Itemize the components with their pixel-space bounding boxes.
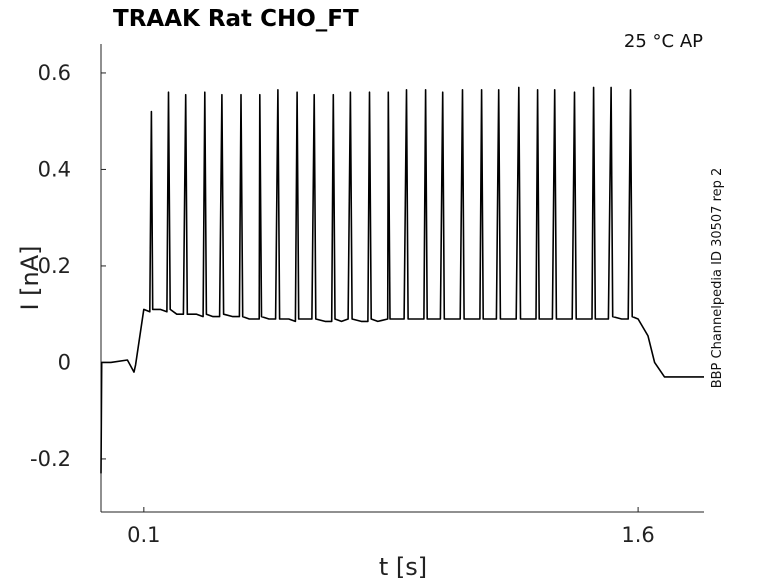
y-tick-label: 0.2	[38, 254, 71, 278]
tick-group: -0.2 0 0.2 0.4 0.6 0.1 1.6	[30, 61, 655, 547]
side-label: BBP Channelpedia ID 30507 rep 2	[710, 168, 725, 389]
current-trace	[100, 86, 704, 474]
trace-group	[100, 86, 704, 474]
y-axis-label: I [nA]	[16, 245, 44, 310]
y-tick-label: -0.2	[30, 447, 71, 471]
y-tick-label: 0.6	[38, 61, 71, 85]
axes	[100, 44, 704, 513]
y-tick-label: 0	[58, 350, 71, 374]
x-tick-label: 0.1	[127, 523, 160, 547]
y-tick-label: 0.4	[38, 157, 71, 181]
x-tick-label: 1.6	[621, 523, 654, 547]
chart-title: TRAAK Rat CHO_FT	[113, 6, 359, 32]
x-axis-label: t [s]	[379, 553, 427, 581]
condition-label: 25 °C AP	[624, 31, 703, 52]
